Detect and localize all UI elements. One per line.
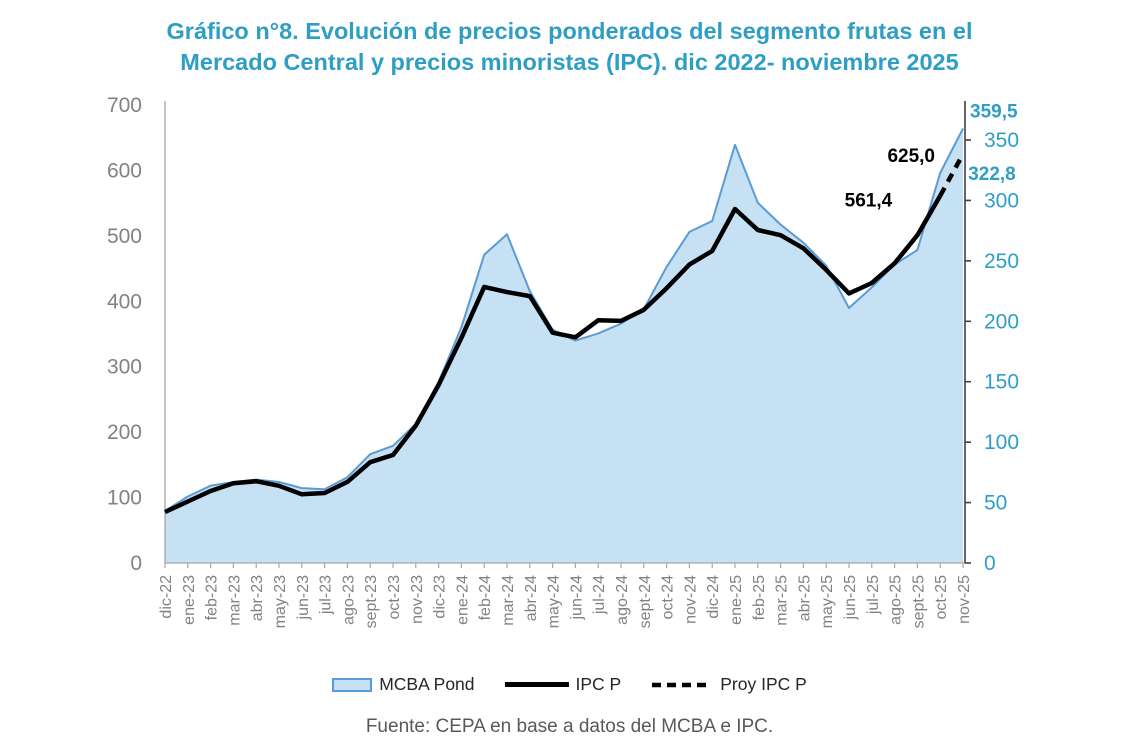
x-axis-label: sept-25 bbox=[910, 575, 927, 628]
y-right-tick-label: 250 bbox=[984, 250, 1019, 273]
chart-title-line1: Gráfico n°8. Evolución de precios ponder… bbox=[166, 18, 973, 44]
x-axis-label: oct-23 bbox=[386, 575, 403, 620]
legend-label-ipc-p: IPC P bbox=[575, 674, 622, 694]
data-label-proy-end: 625,0 bbox=[887, 146, 935, 167]
x-axis-label: ene-23 bbox=[181, 575, 198, 625]
y-right-tick-label: 350 bbox=[984, 129, 1019, 152]
x-axis-label: nov-25 bbox=[956, 575, 973, 624]
y-left-tick-label: 300 bbox=[107, 356, 142, 379]
x-axis-label: jun-23 bbox=[295, 575, 312, 621]
y-left-tick-label: 0 bbox=[130, 552, 142, 575]
x-axis-label: sept-24 bbox=[637, 575, 654, 628]
y-left-tick-label: 400 bbox=[107, 290, 142, 313]
x-axis-label: nov-23 bbox=[409, 575, 426, 624]
y-left-tick-label: 600 bbox=[107, 159, 142, 182]
x-axis-label: may-24 bbox=[546, 575, 563, 628]
y-right-tick-label: 200 bbox=[984, 310, 1019, 333]
ipc-p-line bbox=[164, 194, 943, 515]
proy-ipc-p-line bbox=[938, 153, 965, 197]
x-axis-label: may-25 bbox=[819, 575, 836, 628]
area-swatch-icon bbox=[332, 677, 373, 692]
y-right-tick-label: 150 bbox=[984, 371, 1019, 394]
x-axis-label: jul-25 bbox=[865, 575, 882, 615]
y-right-tick-label: 50 bbox=[984, 492, 1007, 515]
y-left-tick-label: 200 bbox=[107, 421, 142, 444]
x-axis-label: mar-24 bbox=[500, 575, 517, 626]
x-axis-label: feb-24 bbox=[477, 575, 494, 620]
x-axis-label: ene-24 bbox=[454, 575, 471, 625]
legend-item-proy-ipc-p: Proy IPC P bbox=[651, 674, 807, 695]
x-axis-label: dic-23 bbox=[432, 575, 449, 619]
data-label-mcba-oct: 322,8 bbox=[968, 164, 1016, 185]
x-axis-label: abr-24 bbox=[523, 575, 540, 621]
x-axis-label: mar-25 bbox=[774, 575, 791, 626]
legend-label-proy-ipc-p: Proy IPC P bbox=[720, 674, 807, 694]
chart-title: Gráfico n°8. Evolución de precios ponder… bbox=[0, 16, 1139, 78]
mcba-pond-area bbox=[165, 128, 963, 563]
x-axis-label: ago-25 bbox=[888, 575, 905, 625]
legend-label-mcba-pond: MCBA Pond bbox=[379, 674, 475, 694]
x-axis-label: jun-24 bbox=[568, 575, 585, 621]
y-left-tick-label: 100 bbox=[107, 487, 142, 510]
x-axis-label: jul-23 bbox=[318, 575, 335, 615]
x-axis-label: feb-23 bbox=[204, 575, 221, 620]
solid-line-swatch-icon bbox=[504, 682, 569, 687]
x-axis-label: oct-25 bbox=[933, 575, 950, 620]
x-axis-label: may-23 bbox=[272, 575, 289, 628]
x-axis-label: feb-25 bbox=[751, 575, 768, 620]
data-label-mcba-end: 359,5 bbox=[970, 102, 1018, 123]
x-axis-label: jun-25 bbox=[842, 575, 859, 621]
x-axis-label: ago-23 bbox=[340, 575, 357, 625]
legend-item-ipc-p: IPC P bbox=[504, 674, 622, 695]
chart-legend: MCBA Pond IPC P Proy IPC P bbox=[0, 674, 1139, 695]
x-axis-label: mar-23 bbox=[226, 575, 243, 626]
source-note: Fuente: CEPA en base a datos del MCBA e … bbox=[365, 716, 774, 737]
x-axis-label: abr-25 bbox=[796, 575, 813, 621]
x-axis-label: dic-24 bbox=[705, 575, 722, 619]
legend-item-mcba-pond: MCBA Pond bbox=[332, 674, 475, 695]
y-right-tick-label: 0 bbox=[984, 552, 996, 575]
x-axis-label: sept-23 bbox=[363, 575, 380, 628]
x-axis-label: dic-22 bbox=[158, 575, 175, 619]
x-axis-label: ene-25 bbox=[728, 575, 745, 625]
x-axis-label: jul-24 bbox=[591, 575, 608, 615]
x-axis-label: oct-24 bbox=[660, 575, 677, 620]
dashed-line-swatch-icon bbox=[652, 682, 713, 687]
chart-title-line2: Mercado Central y precios minoristas (IP… bbox=[180, 49, 959, 75]
y-right-tick-label: 100 bbox=[984, 431, 1019, 454]
y-left-tick-label: 700 bbox=[107, 94, 142, 117]
x-axis-label: abr-23 bbox=[249, 575, 266, 621]
x-axis-label: ago-24 bbox=[614, 575, 631, 625]
x-axis-label: nov-24 bbox=[682, 575, 699, 624]
y-left-tick-label: 500 bbox=[107, 225, 142, 248]
data-label-ipc-last: 561,4 bbox=[845, 191, 893, 212]
y-right-tick-label: 300 bbox=[984, 189, 1019, 212]
price-evolution-chart: 0 100 200 300 400 500 600 700 0 50 100 150 200 250 300… bbox=[107, 94, 1019, 628]
